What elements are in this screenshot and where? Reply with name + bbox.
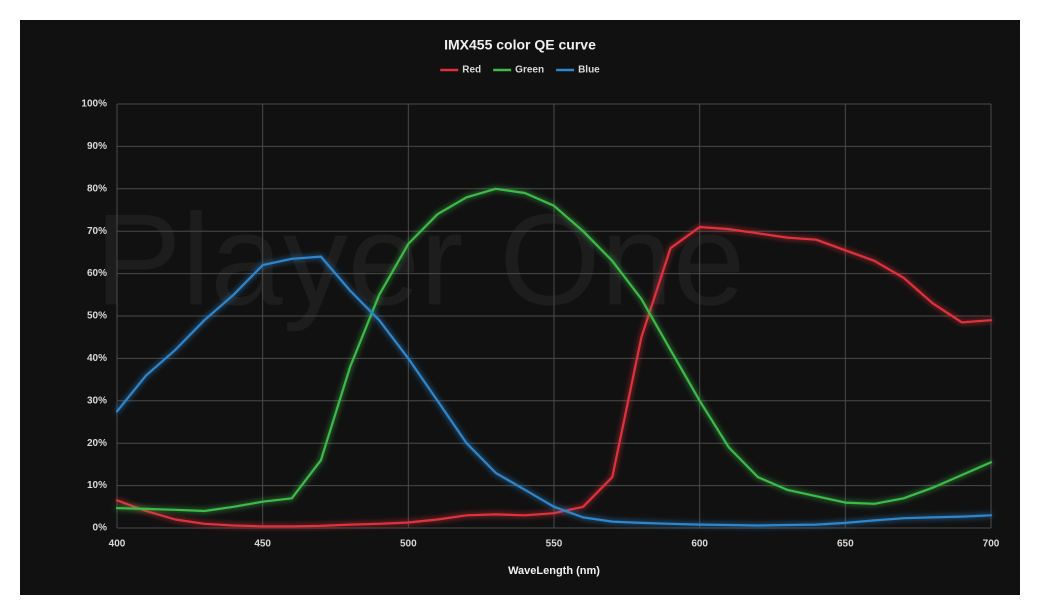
x-tick-label: 700: [983, 539, 1000, 550]
y-tick-label: 10%: [87, 480, 107, 491]
legend-label: Blue: [578, 65, 600, 76]
legend-item: Blue: [556, 65, 600, 76]
legend-item: Red: [440, 65, 481, 76]
series-line: [115, 187, 993, 513]
legend-label: Green: [515, 65, 544, 76]
legend-item: Green: [493, 65, 544, 76]
y-tick-label: 40%: [87, 353, 107, 364]
y-tick-label: 70%: [87, 226, 107, 237]
legend-label: Red: [462, 65, 481, 76]
chart-panel: [20, 20, 1020, 595]
y-tick-label: 100%: [81, 99, 107, 110]
series-line: [115, 225, 993, 528]
y-tick-label: 30%: [87, 395, 107, 406]
series-line: [115, 255, 993, 527]
x-tick-label: 400: [109, 539, 126, 550]
x-tick-label: 600: [691, 539, 708, 550]
y-tick-label: 0%: [93, 523, 108, 534]
watermark: Player One: [95, 186, 745, 332]
x-tick-label: 550: [546, 539, 563, 550]
x-tick-label: 450: [254, 539, 271, 550]
y-tick-label: 50%: [87, 311, 107, 322]
x-tick-label: 500: [400, 539, 417, 550]
y-tick-label: 90%: [87, 141, 107, 152]
x-tick-label: 650: [837, 539, 854, 550]
y-tick-label: 20%: [87, 438, 107, 449]
legend: Red Green Blue: [440, 65, 600, 76]
chart-title: IMX455 color QE curve: [444, 37, 596, 53]
x-axis-label: WaveLength (nm): [508, 565, 600, 577]
y-tick-label: 80%: [87, 183, 107, 194]
y-tick-label: 60%: [87, 268, 107, 279]
